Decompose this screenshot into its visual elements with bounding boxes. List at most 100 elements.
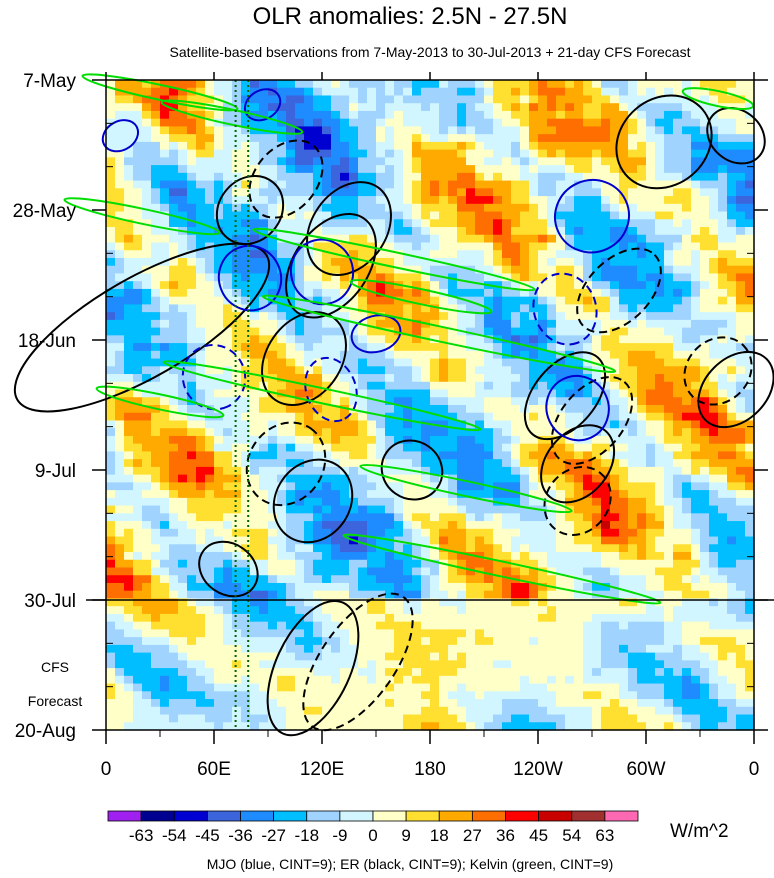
heatmap-cell: [610, 296, 620, 306]
heatmap-cell: [232, 397, 242, 406]
heatmap-cell: [124, 335, 134, 344]
heatmap-cell: [601, 582, 611, 592]
heatmap-cell: [169, 428, 179, 437]
heatmap-cell: [727, 559, 737, 569]
heatmap-cell: [394, 381, 404, 391]
heatmap-cell: [259, 80, 269, 89]
heatmap-cell: [286, 288, 296, 298]
heatmap-cell: [223, 203, 233, 213]
heatmap-cell: [187, 466, 197, 476]
heatmap-cell: [466, 381, 476, 391]
heatmap-cell: [619, 521, 629, 530]
heatmap-cell: [538, 134, 548, 143]
heatmap-cell: [718, 482, 728, 491]
heatmap-cell: [367, 381, 377, 391]
heatmap-cell: [727, 474, 737, 483]
heatmap-cell: [565, 118, 575, 128]
heatmap-cell: [367, 165, 377, 174]
heatmap-cell: [367, 149, 377, 158]
heatmap-cell: [394, 366, 404, 375]
heatmap-cell: [556, 451, 566, 460]
heatmap-cell: [376, 250, 386, 259]
heatmap-cell: [124, 575, 134, 584]
heatmap-cell: [133, 552, 143, 561]
heatmap-cell: [385, 242, 395, 251]
heatmap-cell: [106, 95, 116, 104]
heatmap-cell: [700, 265, 710, 275]
heatmap-cell: [493, 103, 503, 112]
heatmap-cell: [529, 327, 539, 336]
heatmap-cell: [574, 327, 584, 336]
heatmap-cell: [520, 312, 530, 321]
heatmap-cell: [169, 451, 179, 460]
heatmap-cell: [187, 536, 197, 545]
heatmap-cell: [331, 273, 341, 282]
heatmap-cell: [196, 242, 206, 251]
heatmap-cell: [628, 451, 638, 460]
heatmap-cell: [448, 343, 458, 352]
heatmap-cell: [700, 196, 710, 205]
heatmap-cell: [178, 590, 188, 600]
heatmap-cell: [475, 211, 485, 220]
heatmap-cell: [682, 242, 692, 251]
heatmap-cell: [268, 536, 278, 545]
heatmap-cell: [277, 172, 287, 182]
heatmap-cell: [637, 95, 647, 104]
heatmap-cell: [673, 343, 683, 352]
heatmap-cell: [187, 134, 197, 143]
heatmap-cell: [241, 157, 251, 166]
heatmap-cell: [610, 126, 620, 135]
heatmap-cell: [178, 281, 188, 290]
heatmap-cell: [655, 211, 665, 220]
heatmap-cell: [745, 397, 755, 406]
heatmap-cell: [340, 257, 350, 267]
heatmap-cell: [718, 319, 728, 329]
heatmap-cell: [466, 350, 476, 360]
heatmap-cell: [673, 513, 683, 522]
heatmap-cell: [538, 196, 548, 205]
heatmap-cell: [637, 544, 647, 553]
heatmap-cell: [331, 552, 341, 561]
heatmap-cell: [421, 528, 431, 538]
heatmap-cell: [736, 126, 746, 135]
heatmap-cell: [493, 80, 503, 89]
heatmap-cell: [187, 343, 197, 352]
heatmap-cell: [736, 466, 746, 476]
heatmap-cell: [691, 513, 701, 522]
heatmap-cell: [547, 203, 557, 213]
heatmap-cell: [691, 296, 701, 306]
heatmap-cell: [160, 273, 170, 282]
heatmap-cell: [403, 575, 413, 584]
heatmap-cell: [322, 288, 332, 298]
heatmap-cell: [250, 366, 260, 375]
heatmap-cell: [385, 327, 395, 336]
heatmap-cell: [475, 428, 485, 437]
heatmap-cell: [718, 165, 728, 174]
heatmap-cell: [331, 265, 341, 275]
heatmap-cell: [160, 80, 170, 89]
heatmap-cell: [376, 374, 386, 383]
heatmap-cell: [313, 110, 323, 120]
heatmap-cell: [115, 374, 125, 383]
heatmap-cell: [673, 443, 683, 453]
heatmap-cell: [619, 358, 629, 367]
heatmap-cell: [466, 606, 476, 615]
heatmap-cell: [241, 536, 251, 545]
heatmap-cell: [556, 397, 566, 406]
heatmap-cell: [358, 95, 368, 104]
heatmap-cell: [115, 474, 125, 483]
heatmap-cell: [232, 606, 242, 615]
heatmap-cell: [205, 141, 215, 151]
heatmap-cell: [223, 497, 233, 507]
heatmap-cell: [529, 219, 539, 228]
heatmap-cell: [628, 126, 638, 135]
heatmap-cell: [169, 335, 179, 344]
heatmap-cell: [376, 389, 386, 398]
heatmap-cell: [124, 281, 134, 290]
heatmap-cell: [403, 374, 413, 383]
heatmap-cell: [493, 405, 503, 414]
heatmap-cell: [565, 358, 575, 367]
heatmap-cell: [646, 381, 656, 391]
heatmap-cell: [475, 273, 485, 282]
heatmap-cell: [223, 451, 233, 460]
